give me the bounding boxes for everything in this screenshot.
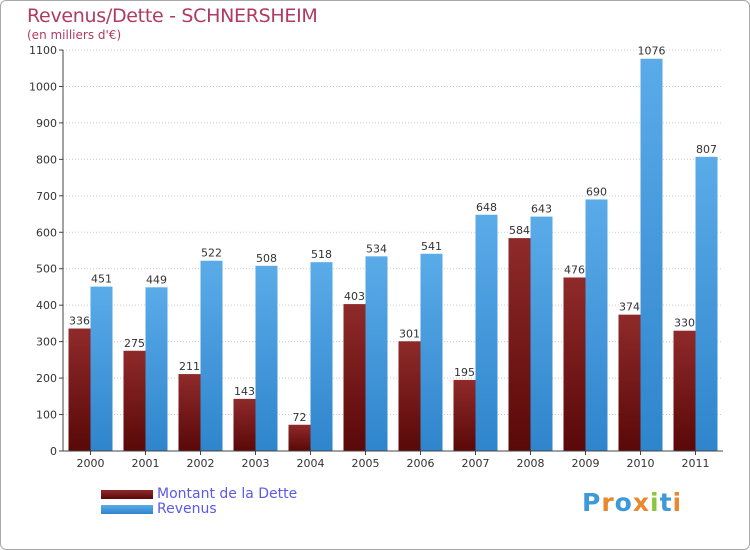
- data-label-dette: 143: [234, 385, 255, 398]
- logo-letter: r: [601, 488, 615, 517]
- x-tick-label: 2006: [407, 457, 435, 470]
- bar-revenus: [695, 156, 718, 451]
- data-label-revenus: 690: [586, 185, 607, 198]
- legend-label-revenus: Revenus: [157, 501, 217, 517]
- bar-revenus: [585, 199, 608, 451]
- x-tick-label: 2010: [627, 457, 655, 470]
- y-tick-label: 100: [36, 409, 57, 422]
- bar-dette: [68, 328, 91, 451]
- data-labels: 336 451 275 449 211 522 143 508 72 518 403 534 301 54…: [69, 45, 717, 424]
- bar-revenus: [530, 216, 553, 451]
- y-tick-label: 700: [36, 190, 57, 203]
- data-label-dette: 211: [179, 360, 200, 373]
- bar-dette: [398, 341, 421, 451]
- bar-revenus: [420, 253, 443, 451]
- data-label-revenus: 643: [531, 203, 552, 216]
- bar-revenus: [255, 265, 278, 451]
- y-tick-label: 600: [36, 226, 57, 239]
- y-tick-label: 300: [36, 336, 57, 349]
- data-label-dette: 301: [399, 327, 420, 340]
- x-tick-label: 2001: [132, 457, 160, 470]
- data-label-dette: 330: [674, 317, 695, 330]
- data-label-revenus: 518: [311, 248, 332, 261]
- data-label-dette: 374: [619, 301, 640, 314]
- x-tick-label: 2003: [242, 457, 270, 470]
- bar-dette: [123, 350, 146, 451]
- bar-dette: [233, 398, 256, 451]
- legend-swatch-debt: [101, 490, 153, 499]
- y-tick-label: 800: [36, 153, 57, 166]
- grid-lines: [63, 49, 723, 416]
- bar-dette: [453, 379, 476, 451]
- bar-dette: [288, 424, 311, 451]
- y-tick-label: 500: [36, 263, 57, 276]
- logo-letter: t: [659, 488, 673, 517]
- data-label-dette: 195: [454, 366, 475, 379]
- logo-letter: i: [650, 488, 660, 517]
- x-axis-ticks: 2000 2001 2002 2003 2004 2005 2006 2007 2008 2009…: [77, 451, 710, 470]
- x-tick-label: 2000: [77, 457, 105, 470]
- proxiti-logo: Proxiti: [582, 488, 682, 517]
- data-label-dette: 275: [124, 337, 145, 350]
- logo-letter: x: [632, 488, 650, 517]
- logo-letter: i: [672, 488, 683, 517]
- data-label-revenus: 541: [421, 240, 442, 253]
- bar-dette: [673, 330, 696, 451]
- data-label-revenus: 508: [256, 252, 277, 265]
- x-tick-label: 2004: [297, 457, 325, 470]
- y-tick-label: 0: [50, 445, 57, 458]
- bar-dette: [618, 314, 641, 451]
- bar-revenus: [200, 260, 223, 451]
- data-label-dette: 476: [564, 263, 585, 276]
- bar-revenus: [310, 262, 333, 451]
- axes: [62, 50, 723, 452]
- data-label-revenus: 807: [696, 143, 717, 156]
- y-axis-ticks: 0 100 200 300 400 500 600 700 800 900 1000 1100: [29, 44, 63, 458]
- data-label-dette: 403: [344, 290, 365, 303]
- x-tick-label: 2002: [187, 457, 215, 470]
- x-tick-label: 2009: [572, 457, 600, 470]
- data-label-revenus: 451: [91, 273, 112, 286]
- data-label-revenus: 449: [146, 273, 167, 286]
- x-tick-label: 2008: [517, 457, 545, 470]
- bar-dette: [343, 304, 366, 451]
- x-tick-label: 2005: [352, 457, 380, 470]
- y-tick-label: 900: [36, 117, 57, 130]
- bar-revenus: [365, 256, 388, 451]
- y-tick-label: 400: [36, 299, 57, 312]
- bars: [68, 58, 718, 452]
- chart-subtitle: (en milliers d'€): [27, 28, 122, 42]
- data-label-revenus: 648: [476, 201, 497, 214]
- data-label-dette: 72: [293, 411, 307, 424]
- bar-dette: [178, 374, 201, 451]
- bar-revenus: [475, 214, 498, 451]
- legend-swatch-revenus: [101, 505, 153, 514]
- chart-title: Revenus/Dette - SCHNERSHEIM: [27, 5, 318, 27]
- y-tick-label: 1100: [29, 44, 57, 57]
- data-label-dette: 336: [69, 315, 90, 328]
- data-label-revenus: 1076: [638, 45, 666, 58]
- data-label-dette: 584: [509, 224, 530, 237]
- bar-dette: [508, 238, 531, 451]
- bar-revenus: [90, 286, 113, 451]
- bar-revenus: [640, 58, 663, 452]
- data-label-revenus: 522: [201, 247, 222, 260]
- y-tick-label: 1000: [29, 80, 57, 93]
- logo-letter: o: [614, 488, 633, 517]
- data-label-revenus: 534: [366, 242, 387, 255]
- x-tick-label: 2011: [682, 457, 710, 470]
- y-tick-label: 200: [36, 372, 57, 385]
- bar-revenus: [145, 287, 168, 451]
- bar-dette: [563, 277, 586, 451]
- legend-label-debt: Montant de la Dette: [157, 486, 298, 502]
- x-tick-label: 2007: [462, 457, 490, 470]
- logo-letter: P: [582, 488, 602, 517]
